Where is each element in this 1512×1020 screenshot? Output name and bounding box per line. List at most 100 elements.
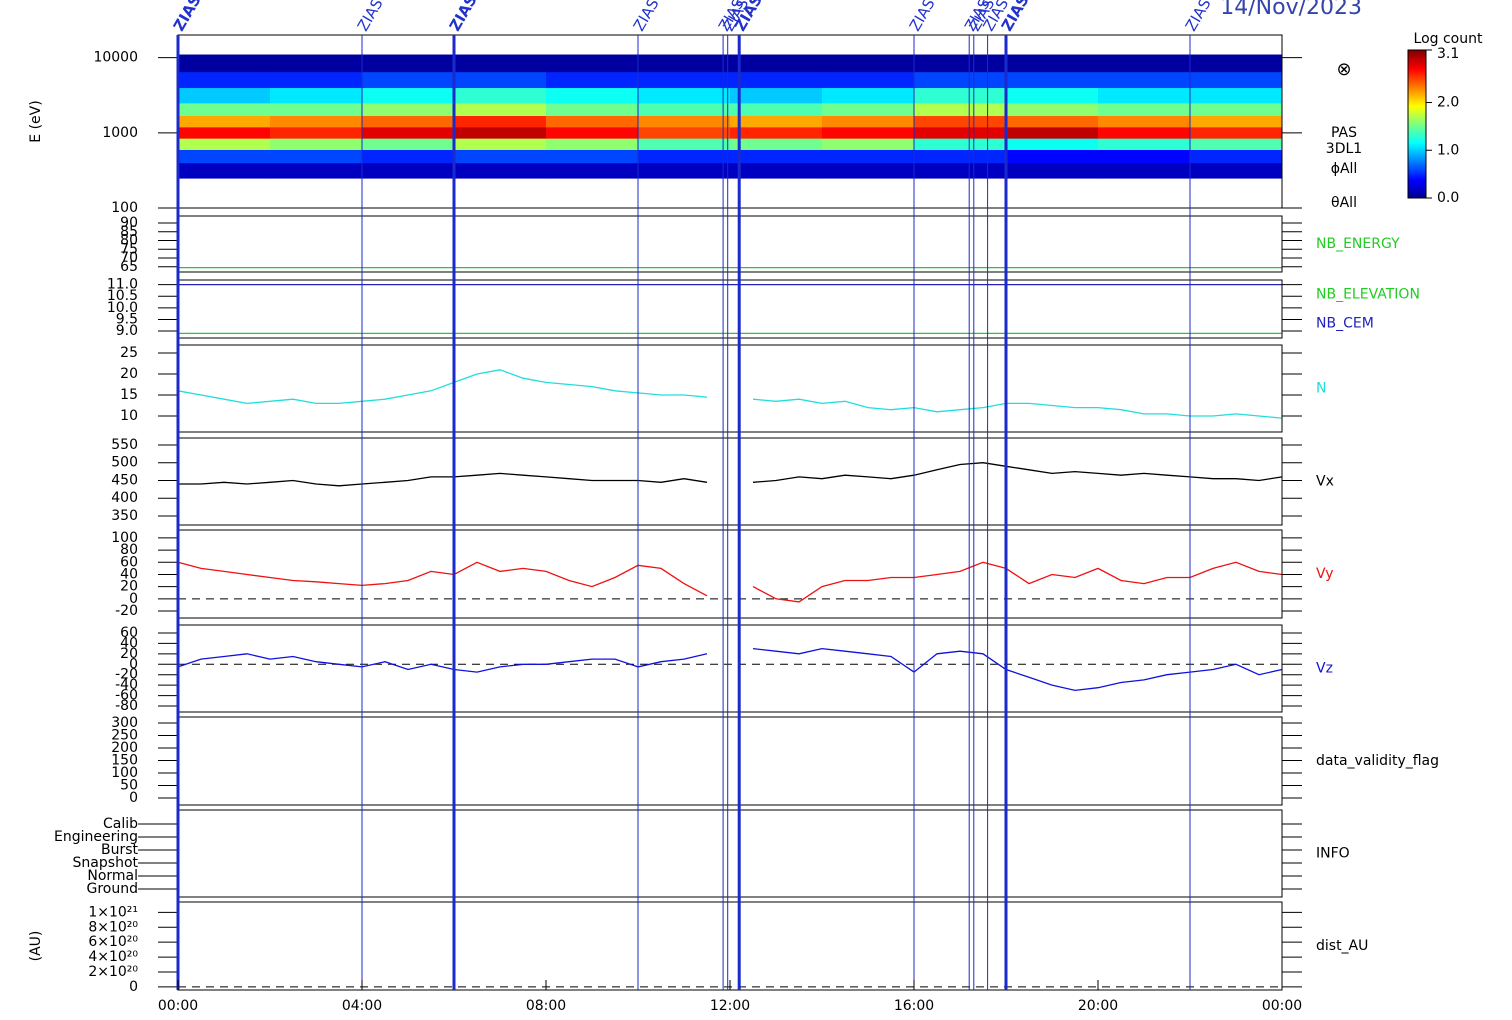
panel-frame — [177, 716, 1283, 806]
series-label: N — [1316, 381, 1326, 397]
heat-cell — [454, 126, 547, 139]
colorbar-tick-label: 2.0 — [1437, 95, 1459, 111]
heat-cell — [638, 149, 731, 164]
heat-cell — [822, 102, 915, 116]
heat-cell — [178, 162, 271, 179]
heat-cell — [1006, 138, 1099, 150]
heat-cell — [730, 54, 823, 73]
y-tick-label: 11.0 — [107, 277, 138, 293]
x-tick-label: 04:00 — [342, 998, 382, 1014]
series-label: NB_CEM — [1316, 316, 1374, 332]
heat-cell — [730, 126, 823, 139]
heat-cell — [270, 102, 363, 116]
heat-cell — [1098, 126, 1191, 139]
heat-cell — [914, 87, 1007, 104]
heat-cell — [822, 115, 915, 128]
heat-cell — [178, 71, 271, 89]
heat-cell — [270, 115, 363, 128]
heat-cell — [362, 115, 455, 128]
y-tick-label: 0 — [129, 790, 138, 806]
heat-cell — [914, 138, 1007, 150]
y-tick-label: 1000 — [102, 125, 138, 141]
y-tick-label: 60 — [120, 554, 138, 570]
series-label: NB_ENERGY — [1316, 236, 1400, 252]
heat-cell — [546, 126, 639, 139]
y-tick-label: 65 — [120, 259, 138, 275]
heat-cell — [1006, 126, 1099, 139]
x-tick-label: 20:00 — [1078, 998, 1118, 1014]
heat-cell — [546, 87, 639, 104]
heat-cell — [362, 87, 455, 104]
heat-cell — [270, 162, 363, 179]
x-tick-label: 00:00 — [158, 998, 198, 1014]
event-label: ZIAS — [170, 0, 205, 34]
heat-cell — [362, 71, 455, 89]
heat-cell — [1098, 162, 1191, 179]
heat-cell — [362, 102, 455, 116]
x-tick-label: 00:00 — [1262, 998, 1302, 1014]
heat-cell — [1098, 102, 1191, 116]
heat-cell — [1190, 87, 1283, 104]
heat-cell — [1006, 87, 1099, 104]
category-label: Burst — [101, 842, 139, 858]
colorbar-tick-label: 3.1 — [1437, 46, 1459, 62]
event-label: ZIAS — [1182, 0, 1215, 34]
heat-cell — [914, 126, 1007, 139]
y-tick-label: 0 — [129, 656, 138, 672]
y-tick-label: 6×10²⁰ — [88, 934, 138, 950]
heat-cell — [270, 54, 363, 73]
heat-cell — [730, 162, 823, 179]
heat-cell — [454, 138, 547, 150]
y-tick-label: 80 — [120, 233, 138, 249]
symbol: ⊗ — [1336, 59, 1351, 80]
panel-label: INFO — [1316, 846, 1350, 862]
y-tick-label: 9.5 — [116, 311, 138, 327]
heat-cell — [178, 87, 271, 104]
heat-cell — [1006, 102, 1099, 116]
heat-cell — [1006, 54, 1099, 73]
heat-cell — [178, 149, 271, 164]
heat-cell — [1190, 54, 1283, 73]
panel-frame — [177, 529, 1283, 619]
y-tick-label: 100 — [111, 765, 138, 781]
y-tick-label: -20 — [115, 667, 138, 683]
heat-cell — [914, 115, 1007, 128]
y-tick-label: 550 — [111, 437, 138, 453]
y-tick-label: 10 — [120, 408, 138, 424]
category-label: Calib — [103, 816, 138, 832]
heat-cell — [546, 138, 639, 150]
x-tick-label: 12:00 — [710, 998, 750, 1014]
y-tick-label: 1×10²¹ — [88, 904, 138, 920]
y-tick-label: 350 — [111, 508, 138, 524]
y-axis-title: E (eV) — [28, 100, 44, 142]
y-axis-title: (AU) — [28, 931, 44, 962]
heat-cell — [1098, 87, 1191, 104]
heat-cell — [822, 138, 915, 150]
category-label: Ground — [87, 881, 139, 897]
heat-cell — [546, 115, 639, 128]
event-label: ZIAS — [630, 0, 663, 34]
panel-frame — [177, 901, 1283, 991]
y-tick-label: 100 — [111, 200, 138, 216]
y-tick-label: 2×10²⁰ — [88, 964, 138, 980]
heat-cell — [1190, 138, 1283, 150]
y-tick-label: 20 — [120, 579, 138, 595]
heat-cell — [454, 162, 547, 179]
x-tick-label: 08:00 — [526, 998, 566, 1014]
panel-frame — [177, 437, 1283, 526]
panel-frame — [177, 279, 1283, 339]
heat-cell — [730, 115, 823, 128]
heat-cell — [822, 71, 915, 89]
y-tick-label: 400 — [111, 490, 138, 506]
y-tick-label: 20 — [120, 646, 138, 662]
y-tick-label: 15 — [120, 387, 138, 403]
event-label: ZIAS — [906, 0, 939, 34]
y-tick-label: -20 — [115, 603, 138, 619]
y-tick-label: 450 — [111, 472, 138, 488]
colorbar — [1407, 49, 1427, 199]
heat-cell — [546, 71, 639, 89]
heat-cell — [454, 54, 547, 73]
heat-cell — [362, 138, 455, 150]
heat-cell — [546, 54, 639, 73]
